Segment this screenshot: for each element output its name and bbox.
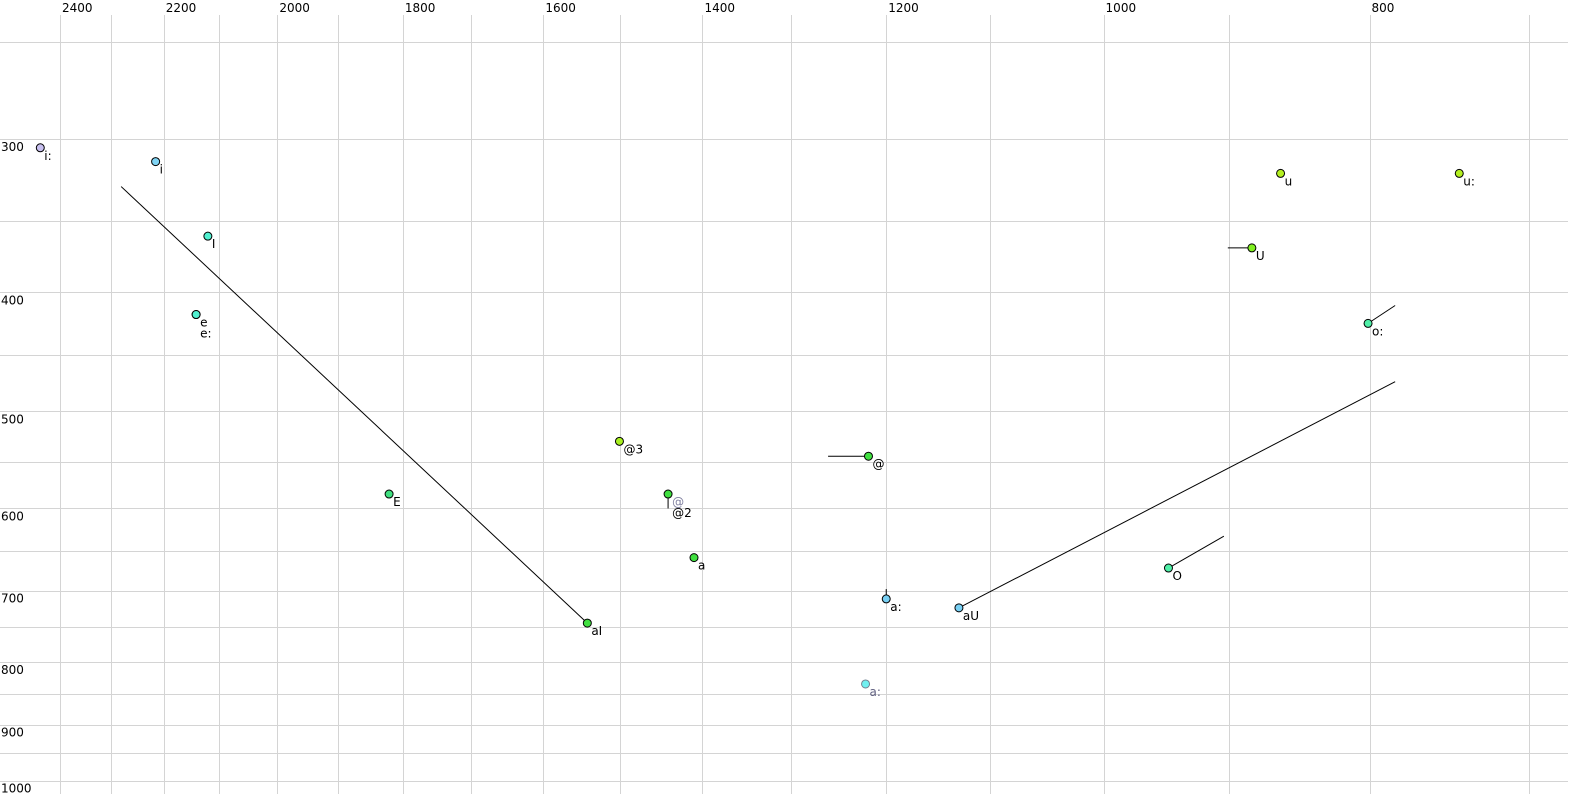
axis-ticks: 2400 2200 2000 1800 1600 1400 1200 1000 800 300 40… [1,1,1394,796]
y-tick-label: 500 [1,412,24,426]
vowel-marker [203,231,213,241]
x-tick-label: 1600 [545,1,576,15]
x-tick-label: 2400 [62,1,93,15]
x-tick-label: 1800 [405,1,436,15]
vowel-label: i: [44,149,51,163]
vowel-label: e [200,316,207,330]
vowel-marker [582,618,592,628]
vowel-label: a: [870,685,881,699]
y-tick-label: 900 [1,726,24,740]
vowel-label: aI [591,624,602,638]
vowel-marker [1163,563,1173,573]
vowel-label: @2 [672,506,692,520]
vowel-marker [861,679,871,689]
vowel-marker [1363,318,1373,328]
x-tick-label: 800 [1372,1,1395,15]
x-tick-label: 1200 [888,1,919,15]
vowel-marker [35,143,45,153]
vowel-marker [384,489,394,499]
vowel-label: u: [1463,174,1475,188]
vowel-marker [881,594,891,604]
vowel-marker [191,310,201,320]
vowel-label: @ [872,457,884,471]
trajectory-line [958,381,1396,609]
vowel-label: aU [963,609,979,623]
y-tick-label: 400 [1,293,24,307]
x-tick-label: 2200 [166,1,197,15]
vowel-label: o: [1372,324,1383,338]
vowel-label: @3 [623,442,643,456]
vowel-label: e: [200,327,211,341]
trajectory-line [1168,535,1225,569]
vowel-marker [1276,168,1286,178]
vowel-label: E [393,495,401,509]
grid [0,15,1568,794]
y-tick-label: 800 [1,663,24,677]
vowel-label: i [160,163,163,177]
trajectories [120,186,1396,624]
x-tick-label: 1000 [1106,1,1137,15]
vowel-marker [151,157,161,167]
vowel-marker [1454,168,1464,178]
vowel-marker [689,553,699,563]
trajectory-line [1367,305,1396,324]
y-tick-label: 1000 [1,782,32,796]
vowel-marker [954,603,964,613]
vowel-label: a: [890,600,901,614]
vowel-marker [1247,243,1257,253]
y-tick-label: 600 [1,509,24,523]
vowel-label: O [1172,569,1181,583]
vowel-label: @ [672,495,684,509]
x-tick-label: 2000 [279,1,310,15]
vowel-marker [663,489,673,499]
vowel-marker [614,436,624,446]
trajectory-line [120,186,588,624]
vowel-label: U [1256,249,1265,263]
vowel-marker [863,451,873,461]
y-tick-label: 300 [1,140,24,154]
vowel-label: u [1285,174,1293,188]
vowel-label: I [212,237,216,251]
x-tick-label: 1400 [704,1,735,15]
y-tick-label: 700 [1,592,24,606]
vowel-label: a [698,559,705,573]
